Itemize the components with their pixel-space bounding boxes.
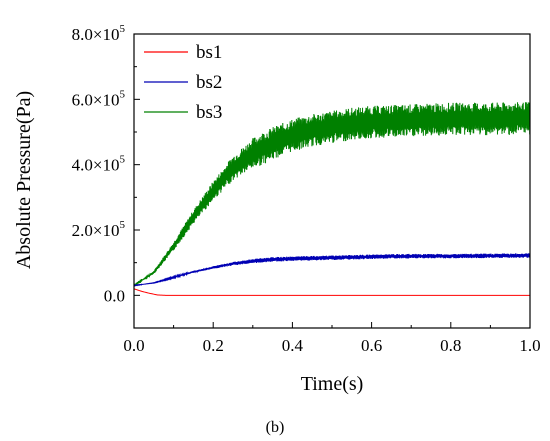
y-tick-label: 4.0×105 (72, 154, 126, 175)
x-tick-label: 0.8 (440, 336, 461, 355)
x-tick-label: 0.4 (282, 336, 304, 355)
series-line-bs3 (133, 102, 531, 287)
x-tick-label: 0.6 (361, 336, 382, 355)
legend: bs1 bs2 bs3 (144, 42, 222, 123)
figure-caption: (b) (266, 419, 285, 436)
x-tick-label: 1.0 (519, 336, 540, 355)
y-tick-label: 0.0 (104, 286, 125, 305)
x-axis-title: Time(s) (301, 373, 364, 395)
legend-label: bs3 (196, 102, 222, 123)
x-tick-label: 0.2 (203, 336, 224, 355)
series-line-bs1 (133, 288, 530, 296)
legend-label: bs1 (196, 42, 222, 63)
y-tick-label: 6.0×105 (72, 88, 126, 109)
series-line-bs2 (133, 253, 531, 287)
y-axis-title: Absolute Pressure(Pa) (13, 91, 35, 269)
x-axis: 0.0 0.2 0.4 0.6 0.8 1.0 (123, 322, 541, 355)
y-tick-label: 2.0×105 (72, 219, 126, 240)
y-axis: 0.0 2.0×105 4.0×105 6.0×105 8.0×105 (72, 23, 140, 329)
x-tick-label: 0.0 (123, 336, 144, 355)
y-tick-label: 8.0×105 (72, 23, 126, 44)
plot-frame (133, 33, 531, 329)
legend-label: bs2 (196, 72, 222, 93)
plot-lines (133, 102, 531, 296)
